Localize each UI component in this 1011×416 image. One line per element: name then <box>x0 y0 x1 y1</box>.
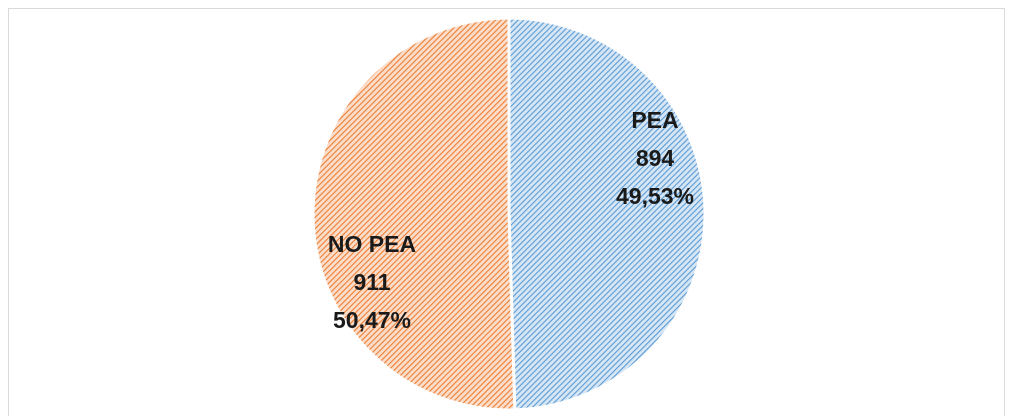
pie-slice <box>507 16 707 412</box>
slice-category-label: PEA <box>631 107 678 133</box>
slice-percentage-label: 49,53% <box>616 183 694 209</box>
slice-value-label: 911 <box>353 269 390 295</box>
slice-value-label: 894 <box>636 145 675 171</box>
pie-slice <box>311 16 517 412</box>
slice-percentage-label: 50,47% <box>333 307 411 333</box>
slice-category-label: NO PEA <box>328 231 416 257</box>
